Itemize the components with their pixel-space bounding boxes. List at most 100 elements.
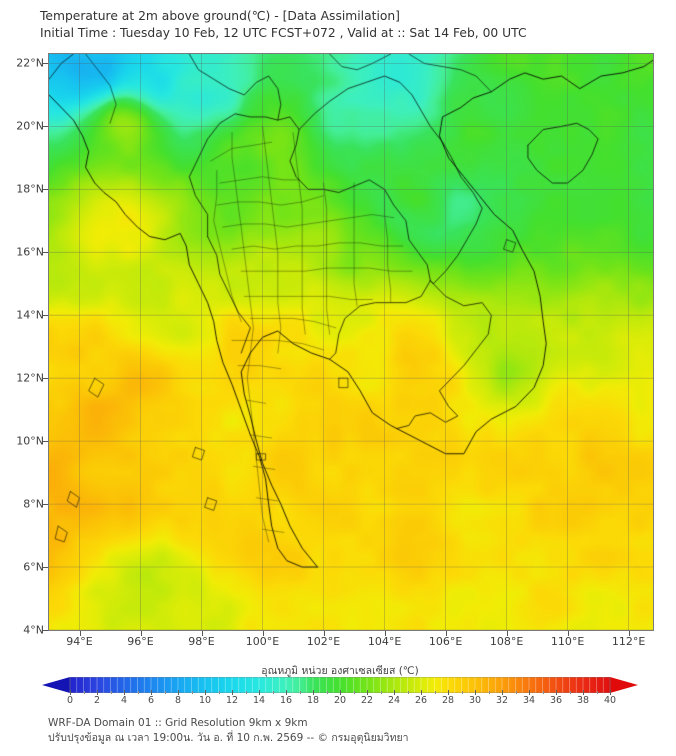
colorbar-major-tick [70, 690, 71, 695]
x-tick-mark [384, 631, 386, 636]
y-tick-label: 4°N [23, 623, 44, 637]
map-plot-area[interactable] [48, 53, 654, 631]
chart-title-line-2: Initial Time : Tuesday 10 Feb, 12 UTC FC… [40, 26, 527, 40]
colorbar-minor-tick [515, 691, 517, 694]
colorbar-major-tick [394, 690, 395, 695]
colorbar-minor-tick [245, 691, 247, 694]
temperature-heatmap-canvas [49, 54, 653, 630]
colorbar-tick-label: 30 [468, 695, 482, 706]
y-tick-mark [43, 252, 48, 254]
colorbar-major-tick [367, 690, 368, 695]
x-tick-mark [506, 631, 508, 636]
colorbar-tick-label: 0 [66, 695, 74, 706]
colorbar-major-tick [448, 690, 449, 695]
colorbar-tick-label: 8 [174, 695, 182, 706]
colorbar-major-tick [259, 690, 260, 695]
colorbar-major-tick [475, 690, 476, 695]
x-tick-label: 102°E [306, 635, 341, 648]
y-tick-mark [43, 378, 48, 380]
colorbar-tick-label: 34 [522, 695, 536, 706]
x-tick-mark [140, 631, 142, 636]
colorbar-tick-label: 26 [414, 695, 428, 706]
chart-title-line-1: Temperature at 2m above ground(℃) - [Dat… [40, 9, 400, 23]
y-tick-label: 10°N [16, 434, 44, 448]
y-tick-mark [43, 504, 48, 506]
y-tick-mark [43, 63, 48, 65]
x-tick-mark [628, 631, 630, 636]
x-axis-labels: 94°E 96°E 98°E 100°E 102°E 104°E 106°E 108°E 110… [48, 632, 654, 652]
y-tick-mark [43, 567, 48, 569]
x-tick-label: 106°E [428, 635, 463, 648]
colorbar-minor-tick [191, 691, 193, 694]
x-tick-mark [201, 631, 203, 636]
y-tick-mark [43, 126, 48, 128]
colorbar-tick-label: 24 [387, 695, 401, 706]
colorbar-major-tick [97, 690, 98, 695]
y-tick-label: 6°N [23, 560, 44, 574]
x-tick-label: 98°E [188, 635, 215, 648]
colorbar-major-tick [583, 690, 584, 695]
x-tick-mark [445, 631, 447, 636]
colorbar-tick-label: 4 [120, 695, 128, 706]
colorbar-tick-label: 40 [603, 695, 617, 706]
footer-line-1: WRF-DA Domain 01 :: Grid Resolution 9km … [48, 717, 308, 729]
colorbar-major-tick [502, 690, 503, 695]
colorbar-minor-tick [569, 691, 571, 694]
colorbar-tick-label: 20 [333, 695, 347, 706]
colorbar-tick-label: 22 [360, 695, 374, 706]
chart-title-block: Temperature at 2m above ground(℃) - [Dat… [40, 8, 640, 42]
y-tick-label: 22°N [16, 56, 44, 70]
colorbar-minor-tick [272, 691, 274, 694]
x-tick-label: 104°E [367, 635, 402, 648]
colorbar-major-tick [340, 690, 341, 695]
y-tick-mark [43, 315, 48, 317]
colorbar-minor-tick [488, 691, 490, 694]
x-tick-label: 110°E [550, 635, 585, 648]
colorbar-minor-tick [164, 691, 166, 694]
colorbar-major-tick [178, 690, 179, 695]
y-tick-mark [43, 630, 48, 631]
colorbar-minor-tick [434, 691, 436, 694]
colorbar-minor-tick [83, 691, 85, 694]
x-tick-mark [79, 631, 81, 636]
x-tick-mark [567, 631, 569, 636]
colorbar-tick-label: 28 [441, 695, 455, 706]
colorbar-minor-tick [353, 691, 355, 694]
y-tick-label: 16°N [16, 245, 44, 259]
colorbar-minor-tick [542, 691, 544, 694]
colorbar-tick-label: 10 [198, 695, 212, 706]
x-tick-label: 112°E [611, 635, 646, 648]
colorbar-minor-tick [137, 691, 139, 694]
colorbar-ticks: 0 2 4 6 8 10 12 14 16 18 20 22 24 26 28 30 32 34 36 38 40 [40, 690, 640, 709]
colorbar-major-tick [610, 690, 611, 695]
colorbar-minor-tick [218, 691, 220, 694]
colorbar-major-tick [313, 690, 314, 695]
colorbar-major-tick [232, 690, 233, 695]
colorbar-tick-label: 36 [549, 695, 563, 706]
x-tick-label: 96°E [127, 635, 154, 648]
map-figure [48, 53, 654, 631]
colorbar-tick-label: 16 [279, 695, 293, 706]
x-tick-label: 108°E [489, 635, 524, 648]
y-tick-label: 20°N [16, 119, 44, 133]
colorbar-major-tick [286, 690, 287, 695]
colorbar-minor-tick [461, 691, 463, 694]
colorbar-minor-tick [110, 691, 112, 694]
x-tick-label: 100°E [245, 635, 280, 648]
x-tick-mark [323, 631, 325, 636]
colorbar-major-tick [421, 690, 422, 695]
colorbar-minor-tick [380, 691, 382, 694]
colorbar-minor-tick [596, 691, 598, 694]
y-tick-label: 18°N [16, 182, 44, 196]
colorbar-major-tick [124, 690, 125, 695]
colorbar-gradient[interactable] [40, 677, 640, 693]
colorbar-minor-tick [326, 691, 328, 694]
colorbar-tick-label: 6 [147, 695, 155, 706]
footer-line-2: ปรับปรุงข้อมูล ณ เวลา 19:00น. วัน อ. ที่… [48, 732, 409, 744]
colorbar-tick-label: 2 [93, 695, 101, 706]
y-axis-ticks [43, 53, 49, 631]
footer-block: WRF-DA Domain 01 :: Grid Resolution 9km … [48, 716, 648, 746]
colorbar-tick-label: 18 [306, 695, 320, 706]
colorbar-minor-tick [299, 691, 301, 694]
colorbar-tick-label: 14 [252, 695, 266, 706]
